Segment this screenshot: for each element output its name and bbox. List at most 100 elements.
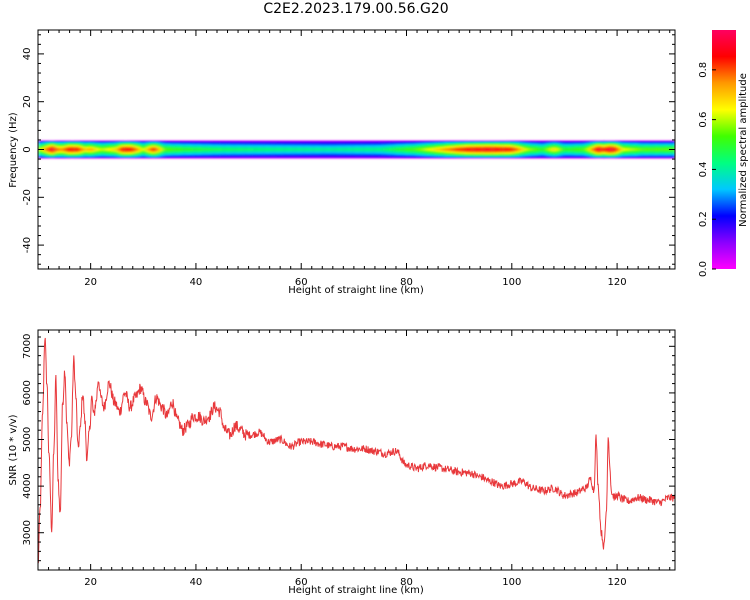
heatmap-cell: [338, 148, 342, 151]
heatmap-cell: [103, 148, 108, 151]
heatmap-cell: [211, 148, 215, 151]
heatmap-cell: [119, 148, 123, 151]
y-tick-label: 0: [22, 146, 33, 152]
heatmap-cell: [285, 148, 289, 151]
y-tick-label: 3000: [22, 520, 33, 545]
heatmap-cell: [656, 148, 660, 151]
heatmap-cell: [85, 148, 89, 151]
heatmap-cell: [138, 148, 142, 151]
y-tick-label: 20: [22, 95, 33, 108]
heatmap-cell: [593, 148, 597, 151]
colorbar-gradient: [712, 30, 736, 269]
snr-x-axis-label: Height of straight line (km): [288, 585, 424, 596]
heatmap-cell: [335, 148, 339, 151]
heatmap-cell: [240, 148, 244, 151]
heatmap-cell: [617, 148, 621, 151]
heatmap-cell: [277, 148, 281, 151]
heatmap-cell: [74, 148, 79, 151]
heatmap-cell: [511, 148, 516, 151]
y-tick-label: -40: [22, 237, 33, 253]
y-tick-label: 7000: [22, 334, 33, 359]
heatmap-cell: [69, 148, 73, 151]
heatmap-cell: [140, 148, 144, 151]
heatmap-cell: [130, 148, 134, 151]
heatmap-cell: [340, 148, 344, 151]
heatmap-cell: [443, 148, 447, 151]
heatmap-cell: [553, 148, 558, 151]
heatmap-cell: [569, 148, 573, 151]
y-tick-label: 6000: [22, 380, 33, 405]
heatmap-cell: [332, 148, 337, 151]
heatmap-cell: [303, 148, 308, 151]
heatmap-cell: [156, 148, 160, 151]
heatmap-cell: [572, 148, 576, 151]
heatmap-cell: [377, 148, 381, 151]
x-tick-label: 60: [295, 577, 308, 588]
heatmap-cell: [135, 148, 139, 151]
heatmap-cell: [324, 148, 329, 151]
heatmap-cell: [177, 148, 181, 151]
x-tick-label: 80: [400, 277, 413, 288]
heatmap-cell: [88, 148, 92, 151]
heatmap-cell: [95, 148, 100, 151]
heatmap-cell: [298, 148, 302, 151]
heatmap-cell: [272, 148, 276, 151]
heatmap-cell: [435, 148, 439, 151]
heatmap-cell: [474, 148, 479, 151]
heatmap-cell: [440, 148, 444, 151]
heatmap-cell: [506, 148, 510, 151]
heatmap-cell: [651, 148, 655, 151]
heatmap-cell: [127, 148, 131, 151]
heatmap-cell: [388, 148, 392, 151]
heatmap-cell: [82, 148, 86, 151]
heatmap-cell: [485, 148, 489, 151]
colorbar-tick-label: 0.4: [698, 161, 709, 177]
heatmap-cell: [319, 148, 323, 151]
heatmap-cell: [227, 148, 231, 151]
heatmap-cell: [145, 148, 150, 151]
colorbar-label: Normalized spectral amplitude: [738, 73, 749, 227]
heatmap-cell: [382, 148, 387, 151]
y-tick-label: -20: [22, 189, 33, 205]
heatmap-cell: [93, 148, 97, 151]
heatmap-cell: [61, 148, 65, 151]
heatmap-cell: [238, 148, 242, 151]
heatmap-cell: [114, 148, 118, 151]
heatmap-cell: [603, 148, 608, 151]
heatmap-cell: [345, 148, 350, 151]
heatmap-cell: [259, 148, 263, 151]
heatmap-cell: [190, 148, 194, 151]
colorbar-tick-label: 0.2: [698, 211, 709, 227]
heatmap-cell: [106, 148, 110, 151]
heatmap-cell: [288, 148, 292, 151]
heatmap-cell: [330, 148, 334, 151]
heatmap-cell: [590, 148, 595, 151]
heatmap-cell: [432, 148, 437, 151]
heatmap-cell: [577, 148, 581, 151]
heatmap-cell: [180, 148, 184, 151]
heatmap-cell: [72, 148, 76, 151]
heatmap-cell: [564, 148, 568, 151]
heatmap-cell: [401, 148, 405, 151]
heatmap-cell: [151, 148, 155, 151]
heatmap-cell: [124, 148, 129, 151]
heatmap-cell: [422, 148, 426, 151]
heatmap-cell: [274, 148, 279, 151]
heatmap-cell: [480, 148, 484, 151]
snr-panel: 20 40 60 80 100 120 3000 4000 5000 6000 7000 Heigh…: [8, 329, 676, 596]
heatmap-cell: [148, 148, 152, 151]
heatmap-cell: [182, 148, 187, 151]
heatmap-cell: [561, 148, 566, 151]
heatmap-cell: [406, 148, 410, 151]
heatmap-cell: [201, 148, 205, 151]
x-tick-label: 100: [502, 277, 521, 288]
heatmap-cell: [45, 148, 50, 151]
heatmap-cell: [498, 148, 502, 151]
heatmap-cell: [185, 148, 189, 151]
heatmap-cell: [245, 148, 250, 151]
heatmap-cell: [43, 148, 47, 151]
heatmap-cell: [256, 148, 260, 151]
y-tick-label: 4000: [22, 473, 33, 498]
heatmap-cell: [646, 148, 650, 151]
snr-axis-ticks: 20 40 60 80 100 120 3000 4000 5000 6000 7000: [22, 330, 675, 588]
